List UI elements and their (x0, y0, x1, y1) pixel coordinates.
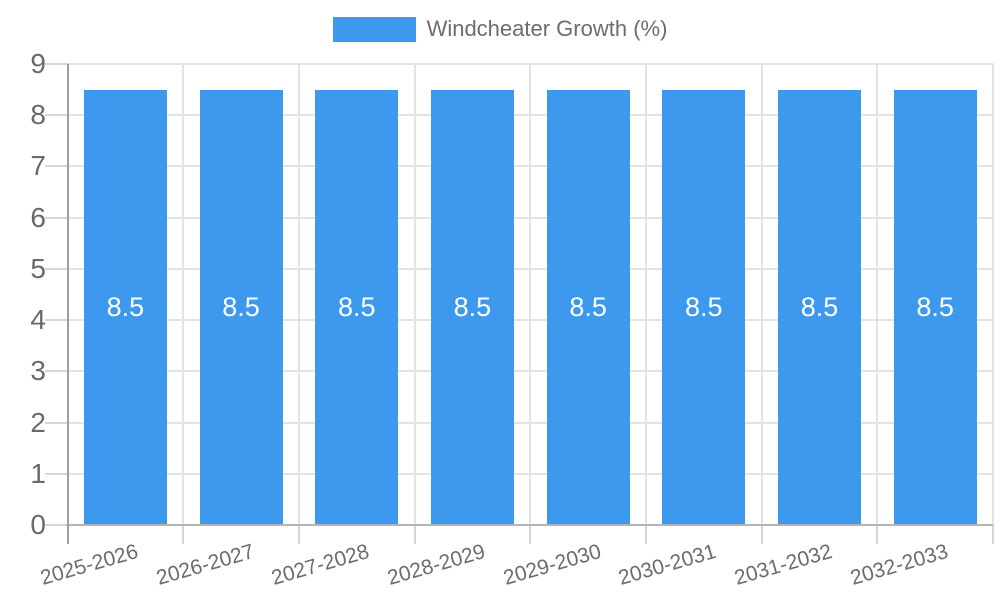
y-axis-tick (45, 267, 68, 270)
x-axis-tick (992, 525, 994, 544)
x-axis-tick (876, 525, 879, 544)
legend-swatch (332, 16, 416, 42)
legend[interactable]: Windcheater Growth (%) (0, 16, 1000, 42)
x-axis-label: 2031-2032 (731, 540, 835, 590)
y-axis-label: 2 (30, 406, 46, 438)
y-axis-label: 5 (30, 252, 46, 284)
x-axis-label: 2028-2029 (384, 540, 488, 590)
bar-value-label: 8.5 (916, 291, 954, 322)
y-axis-tick (45, 421, 68, 424)
bar-value-label: 8.5 (337, 291, 376, 322)
x-axis-tick (760, 525, 763, 544)
bar-value-label: 8.5 (106, 291, 145, 322)
bar-value-label: 8.5 (800, 291, 839, 322)
bar[interactable]: 8.5 (893, 89, 977, 525)
y-axis-label: 6 (30, 201, 46, 233)
y-axis-label: 8 (30, 99, 46, 131)
gridline-vertical (413, 64, 416, 525)
gridline-vertical (760, 64, 763, 525)
legend-label: Windcheater Growth (%) (426, 16, 668, 41)
bar[interactable]: 8.5 (546, 89, 630, 525)
y-axis-tick (45, 165, 68, 168)
bar[interactable]: 8.5 (315, 89, 399, 525)
bar[interactable]: 8.5 (430, 89, 514, 525)
bar-value-label: 8.5 (685, 291, 723, 322)
bar-value-label: 8.5 (222, 291, 260, 322)
bar-value-label: 8.5 (453, 291, 492, 322)
y-axis-label: 1 (30, 457, 46, 489)
x-axis-line (65, 524, 993, 526)
x-axis-label: 2029-2030 (500, 540, 604, 590)
bar-value-label: 8.5 (569, 291, 607, 322)
y-axis-tick (45, 524, 68, 526)
x-axis-tick (413, 525, 416, 544)
bar[interactable]: 8.5 (662, 89, 746, 525)
y-axis-line (66, 64, 69, 544)
y-axis-label: 0 (30, 509, 46, 540)
y-axis-tick (45, 114, 68, 117)
x-axis-label: 2025-2026 (37, 540, 141, 590)
y-axis-tick (45, 319, 68, 322)
x-axis-label: 2027-2028 (269, 540, 373, 590)
x-axis-label: 2026-2027 (153, 540, 257, 590)
gridline-vertical (297, 64, 300, 525)
x-axis-tick (297, 525, 300, 544)
bar[interactable]: 8.5 (777, 89, 861, 525)
bar[interactable]: 8.5 (199, 89, 283, 525)
y-axis-label: 7 (30, 150, 46, 182)
gridline-vertical (644, 64, 647, 525)
gridline-vertical (992, 64, 994, 525)
gridline-vertical (876, 64, 879, 525)
y-axis-label: 3 (30, 355, 46, 387)
gridline-vertical (182, 64, 185, 525)
y-axis-label: 9 (30, 48, 46, 79)
y-axis-tick (45, 472, 68, 475)
y-axis-tick (45, 370, 68, 373)
y-axis-tick (45, 63, 68, 65)
x-axis-label: 2032-2033 (847, 540, 951, 590)
y-axis-label: 4 (30, 304, 46, 336)
x-axis-tick (529, 525, 532, 544)
bar[interactable]: 8.5 (83, 89, 167, 525)
x-axis-tick (182, 525, 185, 544)
x-axis-label: 2030-2031 (616, 540, 720, 590)
x-axis-tick (644, 525, 647, 544)
y-axis-tick (45, 216, 68, 219)
gridline-vertical (529, 64, 532, 525)
